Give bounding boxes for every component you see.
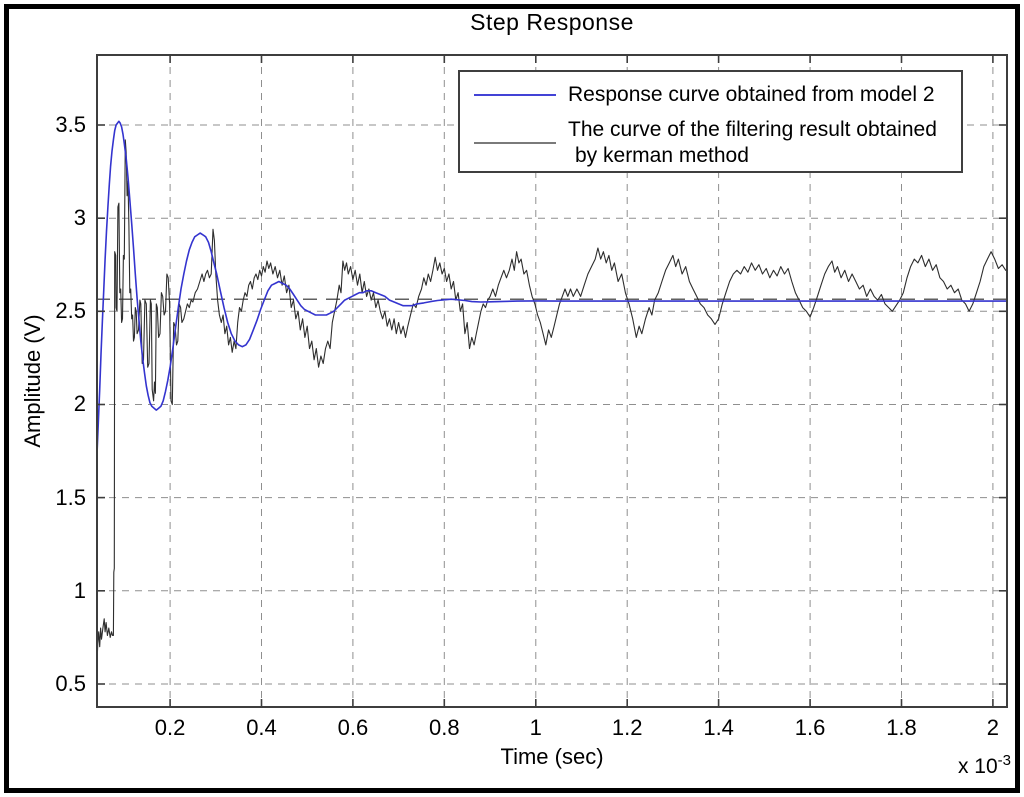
legend-line-sample-kerman — [474, 141, 556, 144]
kerman-filter-curve — [96, 139, 1008, 666]
x-axis-label: Time (sec) — [500, 744, 604, 769]
legend-entry-kerman: The curve of the filtering result obtain… — [460, 116, 961, 169]
y-tick-label: 1.5 — [55, 484, 86, 510]
legend-label-kerman: The curve of the filtering result obtain… — [568, 117, 937, 167]
y-tick-label: 0.5 — [55, 670, 86, 696]
model2-response-curve — [96, 120, 1008, 480]
legend-line-sample-model2 — [474, 94, 556, 96]
legend-entry-model2: Response curve obtained from model 2 — [460, 74, 961, 116]
x-tick-label: 2 — [986, 715, 1000, 740]
x-tick-label: 1.8 — [886, 715, 917, 740]
y-tick-label: 3 — [73, 205, 86, 231]
legend-label-model2: Response curve obtained from model 2 — [568, 83, 935, 106]
legend: Response curve obtained from model 2 The… — [458, 70, 963, 173]
x-tick-label: 1.6 — [794, 715, 826, 740]
x-tick-label: 1.2 — [611, 715, 643, 740]
x-tick-label: 0.6 — [337, 715, 369, 740]
y-tick-label: 3.5 — [55, 111, 86, 137]
x-axis-exponent: x 10-3 — [957, 752, 1011, 778]
chart-canvas — [96, 54, 1008, 708]
x-tick-label: 0.2 — [154, 715, 186, 740]
x-tick-label: 1 — [529, 715, 542, 740]
y-tick-label: 2.5 — [55, 298, 86, 324]
axes-box — [96, 54, 1008, 708]
y-tick-label: 1 — [73, 577, 86, 603]
x-tick-label: 0.8 — [429, 715, 460, 740]
y-tick-label: 2 — [73, 391, 86, 417]
chart-title: Step Response — [470, 9, 634, 35]
y-axis-label: Amplitude (V) — [20, 314, 45, 448]
x-tick-label: 1.4 — [703, 715, 734, 740]
x-tick-label: 0.4 — [246, 715, 277, 740]
